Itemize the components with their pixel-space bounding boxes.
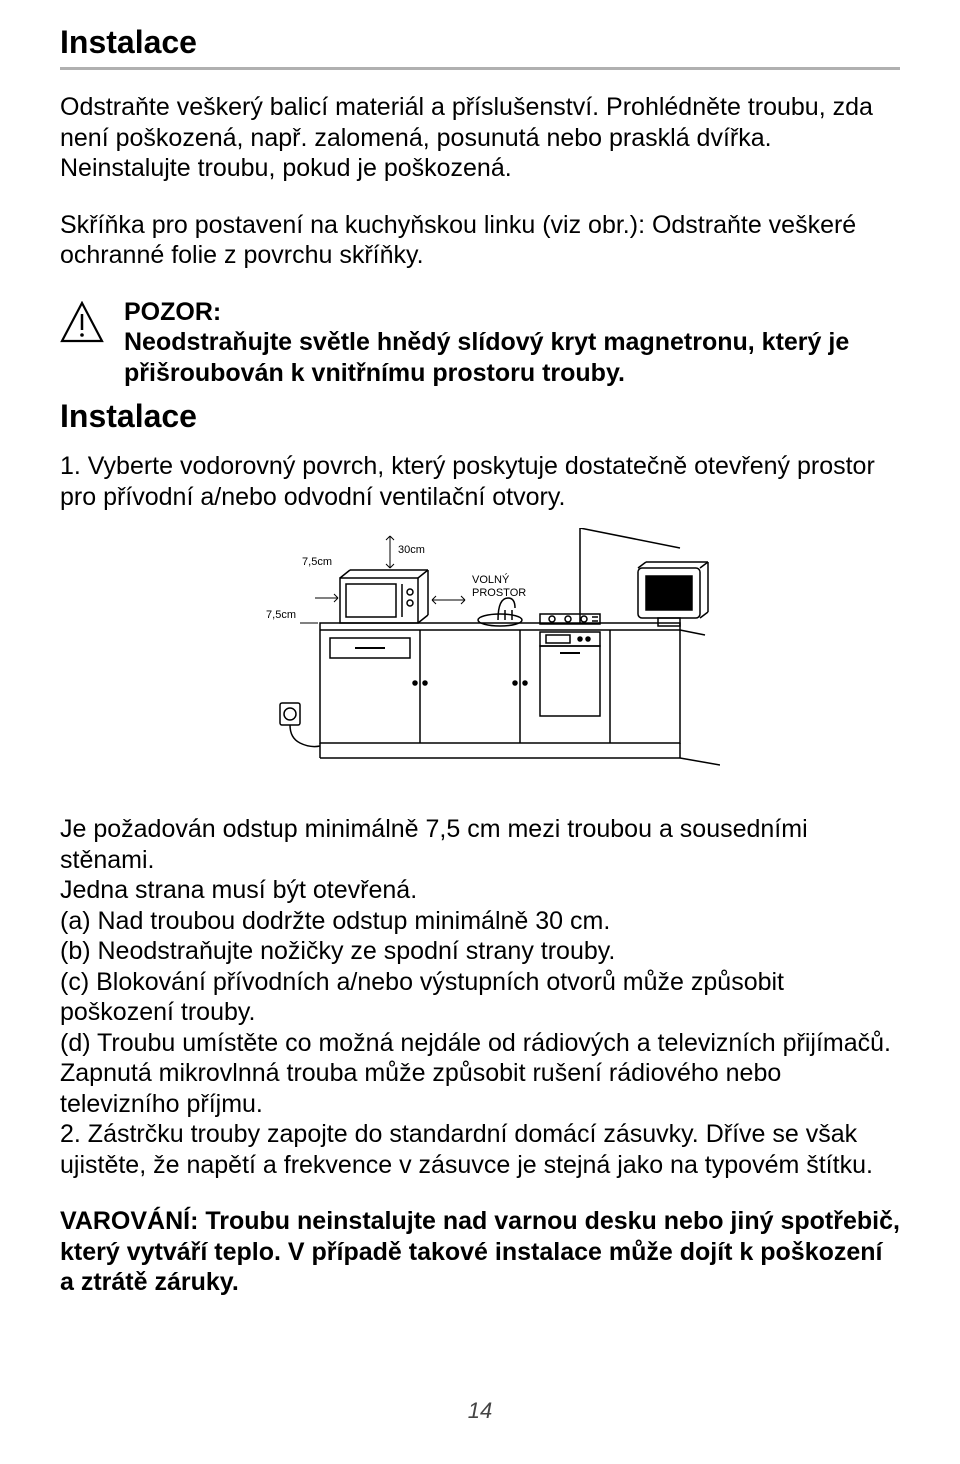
diagram-label-75cm-top: 7,5cm: [302, 556, 332, 568]
cabinet-paragraph: Skříňka pro postavení na kuchyňskou link…: [60, 210, 900, 271]
diagram-label-30cm: 30cm: [398, 544, 425, 556]
diagram-label-75cm-side: 7,5cm: [266, 609, 296, 621]
warning-icon: [60, 301, 104, 345]
page-title: Instalace: [60, 24, 900, 61]
title-divider: [60, 67, 900, 70]
warning-body: Neodstraňujte světle hnědý slídový kryt …: [124, 328, 849, 387]
diagram-label-free-2: PROSTOR: [472, 587, 526, 599]
final-warning: VAROVÁNÍ: Troubu neinstalujte nad varnou…: [60, 1206, 900, 1298]
subtitle: Instalace: [60, 398, 900, 435]
step-1: 1. Vyberte vodorovný povrch, který posky…: [60, 451, 900, 512]
diagram-label-free-1: VOLNÝ: [472, 573, 510, 586]
warning-label: POZOR:: [124, 298, 221, 326]
after-diagram-text: Je požadován odstup minimálně 7,5 cm mez…: [60, 814, 900, 1180]
warning-block: POZOR: Neodstraňujte světle hnědý slídov…: [60, 297, 900, 389]
installation-diagram: 30cm 7,5cm 7,5cm VOLNÝ PROSTOR: [60, 528, 900, 778]
warning-text: POZOR: Neodstraňujte světle hnědý slídov…: [124, 297, 900, 389]
page-number: 14: [60, 1398, 900, 1424]
intro-paragraph: Odstraňte veškerý balicí materiál a přís…: [60, 92, 900, 184]
